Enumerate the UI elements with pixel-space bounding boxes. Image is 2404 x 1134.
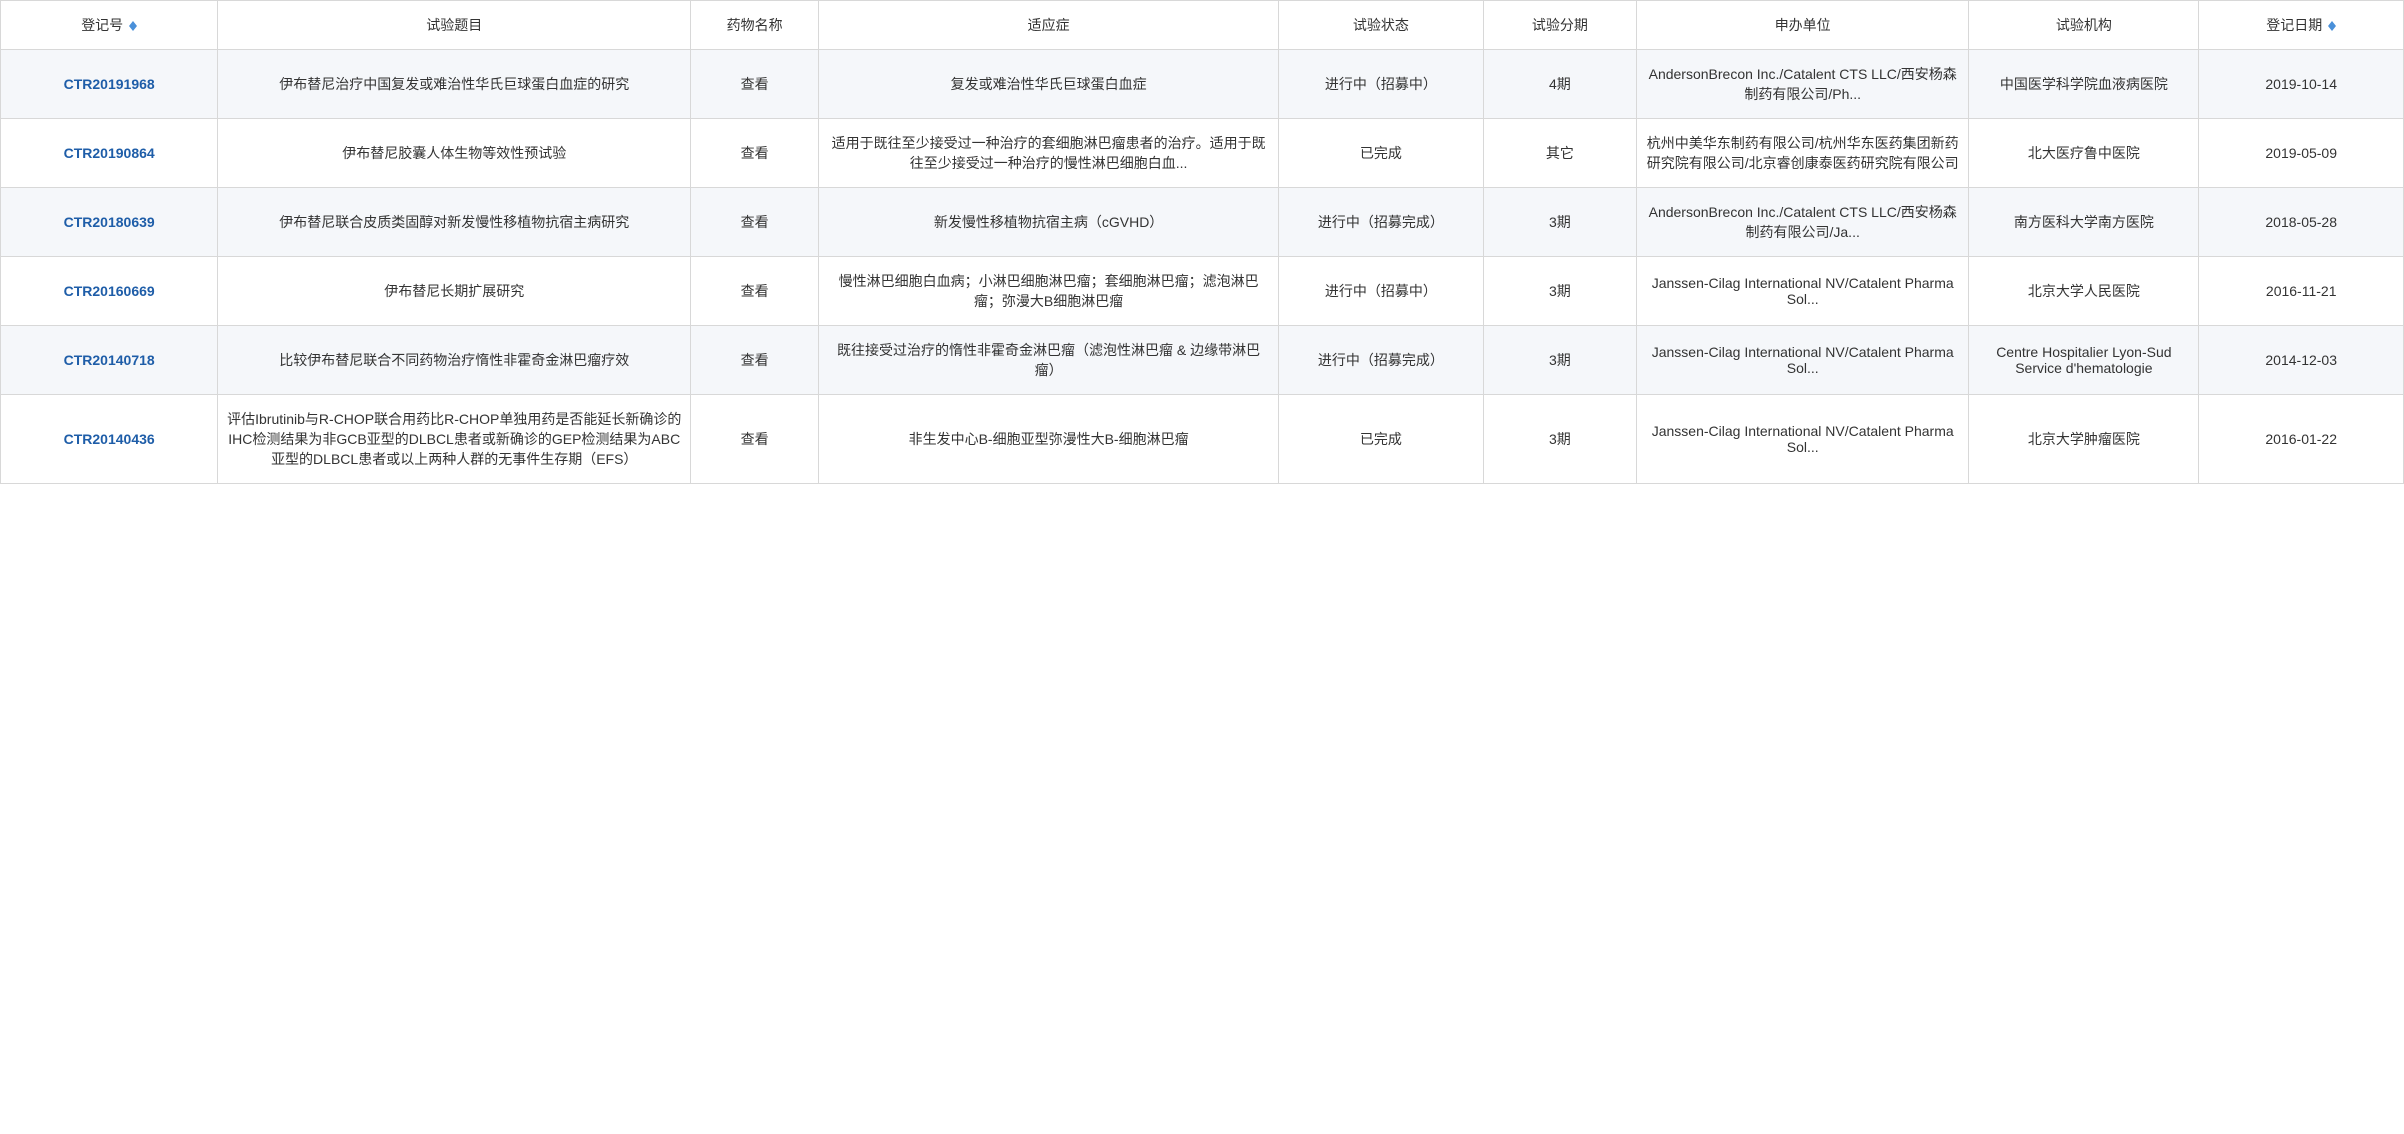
- cell-sponsor: AndersonBrecon Inc./Catalent CTS LLC/西安杨…: [1637, 50, 1969, 119]
- table-row: CTR20190864伊布替尼胶囊人体生物等效性预试验查看适用于既往至少接受过一…: [1, 119, 2404, 188]
- cell-indication: 既往接受过治疗的惰性非霍奇金淋巴瘤（滤泡性淋巴瘤 & 边缘带淋巴瘤）: [819, 326, 1279, 395]
- cell-sponsor: AndersonBrecon Inc./Catalent CTS LLC/西安杨…: [1637, 188, 1969, 257]
- header-sponsor: 申办单位: [1637, 1, 1969, 50]
- cell-date: 2018-05-28: [2199, 188, 2404, 257]
- cell-title: 伊布替尼胶囊人体生物等效性预试验: [218, 119, 691, 188]
- cell-drug[interactable]: 查看: [691, 50, 819, 119]
- cell-phase: 其它: [1483, 119, 1636, 188]
- header-phase: 试验分期: [1483, 1, 1636, 50]
- cell-indication: 非生发中心B-细胞亚型弥漫性大B-细胞淋巴瘤: [819, 395, 1279, 484]
- cell-org: 北京大学肿瘤医院: [1969, 395, 2199, 484]
- header-title-label: 试验题目: [426, 17, 482, 33]
- cell-sponsor: Janssen-Cilag International NV/Catalent …: [1637, 326, 1969, 395]
- table-row: CTR20180639伊布替尼联合皮质类固醇对新发慢性移植物抗宿主病研究查看新发…: [1, 188, 2404, 257]
- cell-date: 2014-12-03: [2199, 326, 2404, 395]
- cell-indication: 慢性淋巴细胞白血病；小淋巴细胞淋巴瘤；套细胞淋巴瘤；滤泡淋巴瘤；弥漫大B细胞淋巴…: [819, 257, 1279, 326]
- header-org: 试验机构: [1969, 1, 2199, 50]
- header-id-label: 登记号: [81, 17, 123, 33]
- cell-sponsor: Janssen-Cilag International NV/Catalent …: [1637, 257, 1969, 326]
- cell-id[interactable]: CTR20140436: [1, 395, 218, 484]
- cell-date: 2019-05-09: [2199, 119, 2404, 188]
- header-org-label: 试验机构: [2056, 17, 2112, 33]
- header-drug: 药物名称: [691, 1, 819, 50]
- cell-org: Centre Hospitalier Lyon-Sud Service d'he…: [1969, 326, 2199, 395]
- cell-id[interactable]: CTR20180639: [1, 188, 218, 257]
- cell-title: 伊布替尼治疗中国复发或难治性华氏巨球蛋白血症的研究: [218, 50, 691, 119]
- cell-indication: 复发或难治性华氏巨球蛋白血症: [819, 50, 1279, 119]
- cell-status: 进行中（招募中）: [1279, 257, 1484, 326]
- cell-status: 已完成: [1279, 119, 1484, 188]
- cell-phase: 4期: [1483, 50, 1636, 119]
- header-sponsor-label: 申办单位: [1775, 17, 1831, 33]
- cell-status: 进行中（招募完成）: [1279, 188, 1484, 257]
- table-row: CTR20160669伊布替尼长期扩展研究查看慢性淋巴细胞白血病；小淋巴细胞淋巴…: [1, 257, 2404, 326]
- cell-phase: 3期: [1483, 326, 1636, 395]
- header-date-label: 登记日期: [2266, 17, 2322, 33]
- cell-phase: 3期: [1483, 188, 1636, 257]
- header-indication: 适应症: [819, 1, 1279, 50]
- cell-id[interactable]: CTR20160669: [1, 257, 218, 326]
- cell-org: 南方医科大学南方医院: [1969, 188, 2199, 257]
- header-title: 试验题目: [218, 1, 691, 50]
- table-header-row: 登记号 试验题目 药物名称 适应症 试验状态 试验分期: [1, 1, 2404, 50]
- sort-icon[interactable]: [2328, 21, 2336, 31]
- cell-indication: 新发慢性移植物抗宿主病（cGVHD）: [819, 188, 1279, 257]
- sort-icon[interactable]: [129, 21, 137, 31]
- cell-drug[interactable]: 查看: [691, 257, 819, 326]
- cell-date: 2016-11-21: [2199, 257, 2404, 326]
- cell-org: 北京大学人民医院: [1969, 257, 2199, 326]
- table-row: CTR20191968伊布替尼治疗中国复发或难治性华氏巨球蛋白血症的研究查看复发…: [1, 50, 2404, 119]
- cell-title: 伊布替尼长期扩展研究: [218, 257, 691, 326]
- cell-indication: 适用于既往至少接受过一种治疗的套细胞淋巴瘤患者的治疗。适用于既往至少接受过一种治…: [819, 119, 1279, 188]
- cell-title: 评估Ibrutinib与R-CHOP联合用药比R-CHOP单独用药是否能延长新确…: [218, 395, 691, 484]
- cell-status: 已完成: [1279, 395, 1484, 484]
- cell-status: 进行中（招募中）: [1279, 50, 1484, 119]
- header-drug-label: 药物名称: [727, 17, 783, 33]
- cell-id[interactable]: CTR20140718: [1, 326, 218, 395]
- cell-sponsor: 杭州中美华东制药有限公司/杭州华东医药集团新药研究院有限公司/北京睿创康泰医药研…: [1637, 119, 1969, 188]
- cell-drug[interactable]: 查看: [691, 119, 819, 188]
- cell-org: 北大医疗鲁中医院: [1969, 119, 2199, 188]
- cell-date: 2019-10-14: [2199, 50, 2404, 119]
- cell-title: 比较伊布替尼联合不同药物治疗惰性非霍奇金淋巴瘤疗效: [218, 326, 691, 395]
- table-row: CTR20140718比较伊布替尼联合不同药物治疗惰性非霍奇金淋巴瘤疗效查看既往…: [1, 326, 2404, 395]
- clinical-trials-table: 登记号 试验题目 药物名称 适应症 试验状态 试验分期: [0, 0, 2404, 484]
- cell-id[interactable]: CTR20191968: [1, 50, 218, 119]
- cell-title: 伊布替尼联合皮质类固醇对新发慢性移植物抗宿主病研究: [218, 188, 691, 257]
- cell-status: 进行中（招募完成）: [1279, 326, 1484, 395]
- cell-org: 中国医学科学院血液病医院: [1969, 50, 2199, 119]
- header-status: 试验状态: [1279, 1, 1484, 50]
- header-indication-label: 适应症: [1028, 17, 1070, 33]
- cell-date: 2016-01-22: [2199, 395, 2404, 484]
- header-phase-label: 试验分期: [1532, 17, 1588, 33]
- cell-sponsor: Janssen-Cilag International NV/Catalent …: [1637, 395, 1969, 484]
- table-row: CTR20140436评估Ibrutinib与R-CHOP联合用药比R-CHOP…: [1, 395, 2404, 484]
- cell-drug[interactable]: 查看: [691, 188, 819, 257]
- header-id[interactable]: 登记号: [1, 1, 218, 50]
- cell-id[interactable]: CTR20190864: [1, 119, 218, 188]
- cell-phase: 3期: [1483, 395, 1636, 484]
- cell-drug[interactable]: 查看: [691, 395, 819, 484]
- header-date[interactable]: 登记日期: [2199, 1, 2404, 50]
- cell-phase: 3期: [1483, 257, 1636, 326]
- header-status-label: 试验状态: [1353, 17, 1409, 33]
- cell-drug[interactable]: 查看: [691, 326, 819, 395]
